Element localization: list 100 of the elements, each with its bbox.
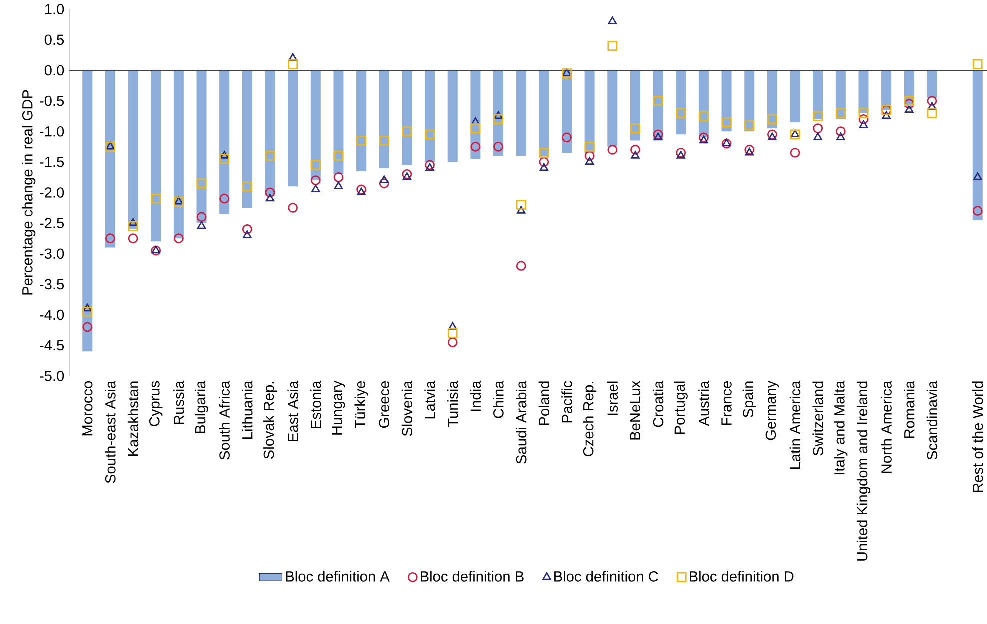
- point: [334, 182, 344, 190]
- x-tick-label: Lithuania: [242, 380, 253, 439]
- x-tick-label: Hungary: [332, 380, 346, 435]
- point: [288, 53, 298, 61]
- point: [334, 151, 344, 161]
- point: [699, 111, 709, 122]
- x-tick-label: Switzerland: [812, 382, 824, 456]
- y-tick-label: -1.5: [40, 156, 64, 168]
- point: [745, 148, 754, 156]
- point: [744, 120, 755, 130]
- legend-label: Bloc definition A: [286, 571, 390, 582]
- x-tick-label: East Asia: [288, 380, 298, 442]
- point: [265, 188, 276, 198]
- point: [744, 144, 755, 155]
- x-tick-label: North America: [881, 380, 892, 473]
- point: [380, 175, 389, 184]
- point: [197, 221, 206, 230]
- x-tick-label: Austria: [698, 380, 710, 426]
- point: [151, 194, 162, 204]
- point: [82, 306, 93, 317]
- legend-label: Bloc definition D: [690, 571, 794, 582]
- x-tick-label: Slovenia: [402, 380, 413, 436]
- x-tick-label: South-east Asia: [105, 380, 116, 484]
- y-tick-label: -0.5: [40, 96, 64, 106]
- point: [310, 160, 321, 170]
- point: [813, 124, 824, 134]
- point: [470, 142, 481, 152]
- point: [608, 40, 618, 51]
- point: [220, 194, 230, 204]
- y-tick-label: -2.0: [40, 187, 64, 198]
- point: [402, 169, 412, 180]
- point: [448, 322, 458, 330]
- point: [242, 182, 252, 192]
- point: [836, 126, 846, 136]
- point: [516, 206, 526, 214]
- point: [700, 136, 708, 144]
- point: [654, 132, 663, 140]
- point: [402, 172, 412, 180]
- point: [174, 234, 184, 244]
- point: [653, 130, 664, 140]
- x-tick-label: Cyprus: [150, 381, 163, 426]
- point: [928, 102, 937, 110]
- x-tick-label: Rest of the World: [972, 382, 984, 492]
- y-tick-label: 0.5: [44, 34, 64, 45]
- point: [699, 132, 709, 143]
- point: [813, 111, 824, 122]
- y-tick-label: 1.0: [45, 4, 64, 14]
- point: [402, 126, 412, 136]
- point: [448, 337, 458, 348]
- point: [356, 184, 366, 195]
- point: [676, 108, 686, 118]
- x-tick-label: Scandinavia: [926, 380, 938, 460]
- y-tick-label: -3.0: [40, 248, 64, 259]
- point: [767, 114, 778, 124]
- point: [562, 132, 572, 143]
- point: [516, 200, 526, 210]
- point: [790, 148, 800, 158]
- y-axis-title: Percentage change in real GDP: [22, 90, 36, 295]
- x-tick-label: India: [470, 380, 482, 412]
- point: [608, 144, 618, 155]
- point: [334, 172, 344, 182]
- point: [425, 130, 435, 140]
- point: [265, 151, 276, 161]
- point: [767, 130, 778, 140]
- point: [608, 16, 618, 24]
- point: [858, 108, 869, 118]
- point: [266, 194, 275, 202]
- point: [82, 322, 93, 332]
- point: [631, 151, 640, 159]
- point: [858, 114, 869, 124]
- point: [106, 234, 116, 244]
- point: [539, 148, 550, 158]
- y-tick-label: -3.5: [40, 279, 64, 290]
- point: [630, 144, 640, 155]
- x-tick-label: Latvia: [424, 380, 436, 419]
- point: [288, 59, 298, 70]
- x-tick-label: France: [722, 381, 732, 426]
- point: [905, 105, 914, 113]
- x-tick-label: Poland: [538, 382, 550, 426]
- x-tick-label: Portugal: [674, 382, 688, 434]
- y-tick-label: 0.0: [44, 65, 64, 76]
- point: [494, 142, 504, 152]
- point: [836, 108, 846, 118]
- x-tick-label: Spain: [742, 382, 756, 418]
- point: [882, 111, 891, 120]
- point: [243, 230, 252, 238]
- y-tick-label: -4.5: [40, 340, 64, 351]
- y-tick-label: -5.0: [40, 370, 64, 382]
- y-tick-label: -1.0: [40, 126, 64, 137]
- point: [379, 136, 390, 146]
- point: [242, 224, 252, 234]
- point: [288, 202, 298, 213]
- point: [904, 99, 914, 109]
- point: [83, 304, 92, 312]
- y-tick-label: -2.5: [40, 218, 64, 228]
- point: [310, 175, 321, 186]
- point: [630, 124, 640, 134]
- point: [379, 178, 390, 188]
- legend-label: Bloc definition C: [554, 571, 658, 582]
- x-tick-label: Slovak Rep.: [263, 382, 278, 459]
